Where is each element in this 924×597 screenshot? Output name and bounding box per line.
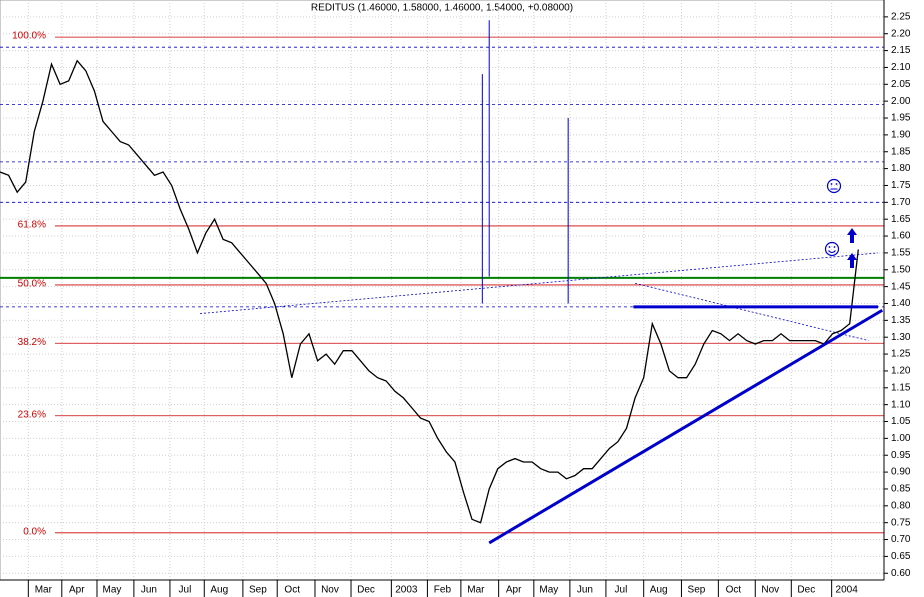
y-tick-label: 1.90 bbox=[891, 130, 911, 141]
y-tick-label: 1.95 bbox=[891, 113, 911, 124]
trendline bbox=[199, 252, 879, 315]
y-tick-label: 1.60 bbox=[891, 231, 911, 242]
y-tick-label: 1.45 bbox=[891, 281, 911, 292]
y-tick-label: 2.15 bbox=[891, 45, 911, 56]
fib-label: 50.0% bbox=[18, 279, 46, 290]
x-tick-label: Jul bbox=[615, 585, 628, 596]
x-tick-label: 2004 bbox=[836, 585, 859, 596]
y-tick-label: 2.10 bbox=[891, 62, 911, 73]
x-tick-label: Feb bbox=[434, 585, 452, 596]
y-tick-label: 1.40 bbox=[891, 298, 911, 309]
fib-label: 61.8% bbox=[18, 220, 46, 231]
x-tick-label: Oct bbox=[726, 585, 742, 596]
trendline bbox=[635, 282, 869, 341]
x-tick-label: May bbox=[539, 585, 558, 596]
eye bbox=[828, 246, 831, 248]
x-tick-label: Apr bbox=[69, 585, 85, 596]
x-tick-label: Jun bbox=[141, 585, 157, 596]
x-tick-label: Mar bbox=[35, 585, 53, 596]
y-tick-label: 2.25 bbox=[891, 12, 911, 23]
y-tick-label: 0.65 bbox=[891, 551, 911, 562]
y-tick-label: 0.75 bbox=[891, 517, 911, 528]
x-tick-label: Jul bbox=[179, 585, 192, 596]
fib-label: 23.6% bbox=[18, 409, 46, 420]
x-tick-label: May bbox=[103, 585, 122, 596]
y-tick-label: 1.25 bbox=[891, 349, 911, 360]
y-tick-label: 2.05 bbox=[891, 79, 911, 90]
x-tick-label: Jun bbox=[577, 585, 593, 596]
up-arrow bbox=[847, 253, 857, 268]
fib-label: 38.2% bbox=[18, 337, 46, 348]
smile-face bbox=[824, 241, 840, 257]
y-tick-label: 1.15 bbox=[891, 382, 911, 393]
y-tick-label: 1.75 bbox=[891, 180, 911, 191]
y-tick-label: 0.80 bbox=[891, 500, 911, 511]
x-tick-label: Sep bbox=[688, 585, 706, 596]
x-tick-label: Aug bbox=[210, 585, 228, 596]
chart-title: REDITUS (1.46000, 1.58000, 1.46000, 1.54… bbox=[311, 3, 573, 14]
up-arrow bbox=[847, 228, 857, 243]
y-tick-label: 1.05 bbox=[891, 416, 911, 427]
y-tick-label: 1.10 bbox=[891, 399, 911, 410]
neutral-face bbox=[826, 178, 842, 194]
mouth bbox=[828, 250, 836, 253]
eye bbox=[835, 183, 838, 185]
x-tick-label: Dec bbox=[357, 585, 375, 596]
x-tick-label: 2003 bbox=[395, 585, 418, 596]
y-tick-label: 1.65 bbox=[891, 214, 911, 225]
trendline bbox=[488, 308, 884, 545]
fib-label: 100.0% bbox=[12, 31, 46, 42]
y-tick-label: 2.00 bbox=[891, 96, 911, 107]
x-tick-label: Mar bbox=[467, 585, 485, 596]
y-tick-label: 0.60 bbox=[891, 568, 911, 579]
x-tick-label: Nov bbox=[761, 585, 779, 596]
price-line bbox=[0, 59, 859, 524]
x-tick-label: Apr bbox=[506, 585, 522, 596]
y-tick-label: 0.90 bbox=[891, 467, 911, 478]
annotation-icons bbox=[824, 178, 857, 268]
eye bbox=[830, 183, 833, 185]
y-tick-label: 1.70 bbox=[891, 197, 911, 208]
fib-label: 0.0% bbox=[23, 526, 46, 537]
x-tick-label: Aug bbox=[650, 585, 668, 596]
plot-frame bbox=[0, 0, 885, 581]
eye bbox=[833, 246, 836, 248]
y-tick-label: 1.20 bbox=[891, 366, 911, 377]
y-tick-label: 1.35 bbox=[891, 315, 911, 326]
x-tick-label: Oct bbox=[284, 585, 300, 596]
y-tick-label: 1.50 bbox=[891, 264, 911, 275]
y-tick-label: 0.95 bbox=[891, 450, 911, 461]
y-tick-label: 0.85 bbox=[891, 484, 911, 495]
y-tick-label: 1.80 bbox=[891, 163, 911, 174]
y-tick-label: 1.00 bbox=[891, 433, 911, 444]
x-tick-label: Sep bbox=[249, 585, 267, 596]
y-tick-label: 1.30 bbox=[891, 332, 911, 343]
y-tick-label: 0.70 bbox=[891, 534, 911, 545]
y-tick-label: 1.55 bbox=[891, 248, 911, 259]
x-tick-label: Nov bbox=[321, 585, 339, 596]
y-tick-label: 1.85 bbox=[891, 146, 911, 157]
x-tick-label: Dec bbox=[797, 585, 815, 596]
y-tick-label: 2.20 bbox=[891, 28, 911, 39]
